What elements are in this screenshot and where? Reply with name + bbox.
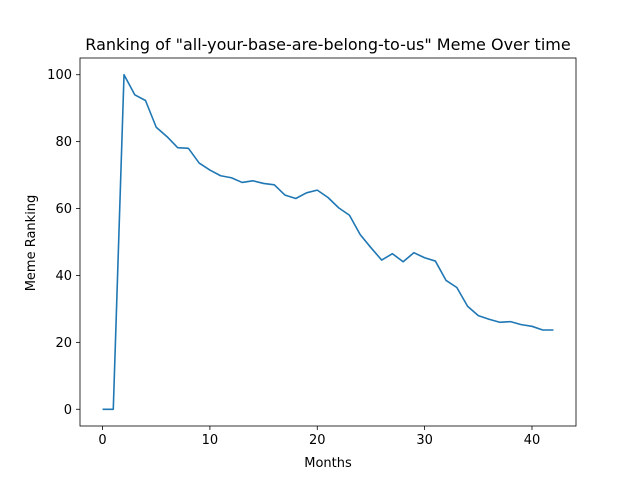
- y-tick-label: 60: [55, 202, 72, 217]
- y-tick-label: 20: [55, 336, 72, 351]
- y-tick-label: 80: [55, 135, 72, 150]
- x-tick-label: 0: [98, 433, 106, 448]
- series-line-0: [102, 73, 554, 411]
- y-tick-label: 40: [55, 269, 72, 284]
- x-tick-label: 20: [309, 433, 326, 448]
- x-tick-label: 40: [524, 433, 541, 448]
- y-axis-label: Meme Ranking: [24, 195, 39, 292]
- y-tick-label: 0: [64, 403, 72, 418]
- x-tick-label: 10: [202, 433, 219, 448]
- x-axis-label: Months: [304, 456, 352, 471]
- y-tick-label: 100: [47, 68, 72, 83]
- chart-title: Ranking of "all-your-base-are-belong-to-…: [85, 35, 570, 54]
- x-tick-label: 30: [416, 433, 433, 448]
- axes-frame: [79, 57, 577, 427]
